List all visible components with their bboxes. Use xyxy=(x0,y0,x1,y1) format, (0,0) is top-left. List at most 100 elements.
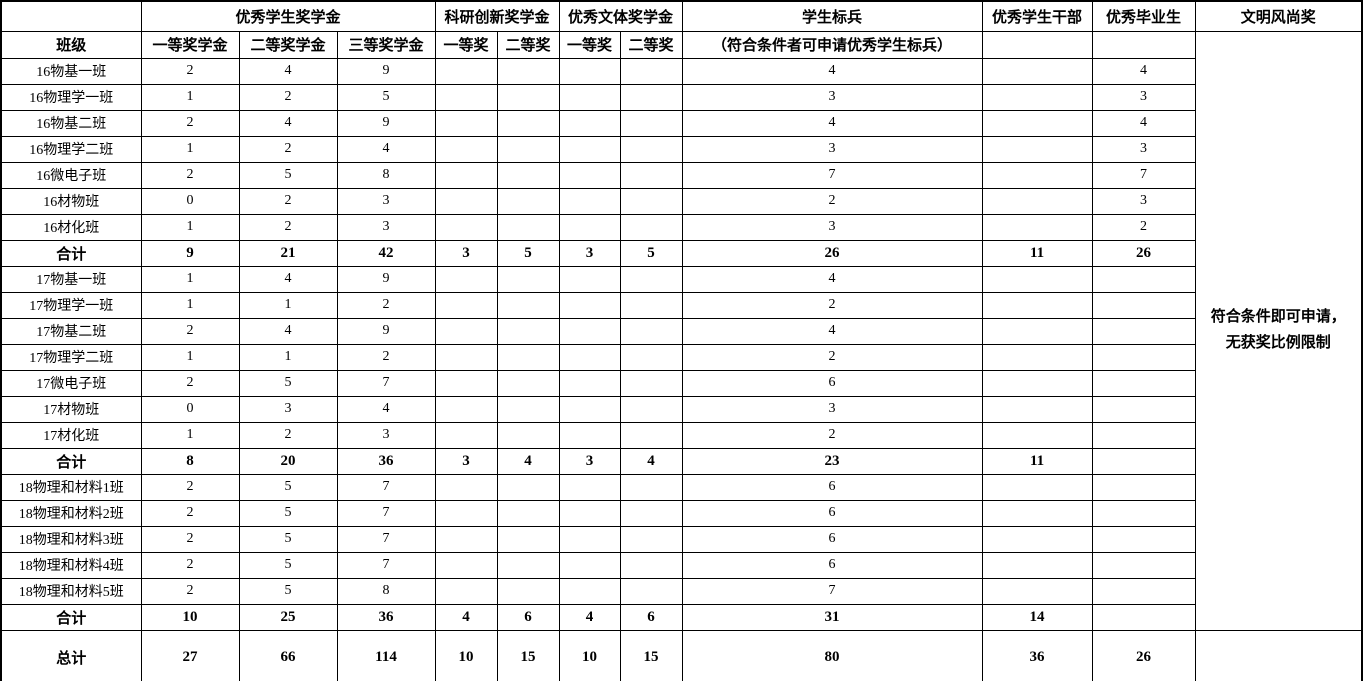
value-cell xyxy=(981,135,1093,163)
value-cell: 23 xyxy=(681,447,983,475)
value-cell: 2 xyxy=(238,135,338,163)
value-cell: 4 xyxy=(1091,109,1196,137)
value-cell xyxy=(558,135,621,163)
value-cell: 9 xyxy=(336,109,436,137)
value-cell: 2 xyxy=(238,187,338,215)
class-name-cell: 17物基一班 xyxy=(0,265,142,293)
table-row: 18物理和材料1班 2 5 7 6 xyxy=(0,473,1362,501)
value-cell xyxy=(1091,447,1196,475)
value-cell: 15 xyxy=(619,629,683,681)
value-cell xyxy=(1091,317,1196,345)
value-cell xyxy=(619,577,683,605)
value-cell xyxy=(496,473,560,501)
value-cell xyxy=(558,369,621,397)
header-class: 班级 xyxy=(0,30,142,59)
value-cell: 5 xyxy=(238,551,338,579)
value-cell xyxy=(619,135,683,163)
value-cell: 36 xyxy=(336,603,436,631)
class-name-cell: 16材化班 xyxy=(0,213,142,241)
header-model-note: （符合条件者可申请优秀学生标兵） xyxy=(681,30,983,59)
value-cell xyxy=(496,551,560,579)
class-name-cell: 合计 xyxy=(0,239,142,267)
value-cell xyxy=(981,343,1093,371)
value-cell: 7 xyxy=(336,551,436,579)
value-cell xyxy=(434,57,498,85)
value-cell: 11 xyxy=(981,239,1093,267)
value-cell: 5 xyxy=(238,473,338,501)
class-name-cell: 16物理学一班 xyxy=(0,83,142,111)
value-cell: 26 xyxy=(1091,629,1196,681)
value-cell xyxy=(619,499,683,527)
value-cell xyxy=(496,343,560,371)
value-cell: 3 xyxy=(238,395,338,423)
table-row: 16微电子班 2 5 8 7 7 xyxy=(0,161,1362,189)
value-cell xyxy=(558,187,621,215)
value-cell xyxy=(434,499,498,527)
value-cell: 5 xyxy=(238,369,338,397)
value-cell: 5 xyxy=(238,161,338,189)
value-cell: 10 xyxy=(140,603,240,631)
value-cell: 10 xyxy=(558,629,621,681)
value-cell xyxy=(558,577,621,605)
value-cell: 7 xyxy=(681,577,983,605)
table-row: 16物基一班 2 4 9 4 4 xyxy=(0,57,1362,85)
value-cell xyxy=(981,551,1093,579)
value-cell: 2 xyxy=(140,577,240,605)
value-cell xyxy=(619,213,683,241)
value-cell: 3 xyxy=(681,213,983,241)
value-cell: 3 xyxy=(681,395,983,423)
value-cell: 10 xyxy=(434,629,498,681)
value-cell xyxy=(619,161,683,189)
value-cell xyxy=(981,577,1093,605)
value-cell xyxy=(619,265,683,293)
value-cell: 2 xyxy=(1091,213,1196,241)
header-culture-sports: 优秀文体奖学金 xyxy=(558,0,683,32)
value-cell: 5 xyxy=(336,83,436,111)
value-cell: 6 xyxy=(681,499,983,527)
class-name-cell: 18物理和材料1班 xyxy=(0,473,142,501)
value-cell xyxy=(1091,421,1196,449)
class-name-cell: 17材化班 xyxy=(0,421,142,449)
value-cell: 42 xyxy=(336,239,436,267)
table-row: 18物理和材料3班 2 5 7 6 xyxy=(0,525,1362,553)
value-cell: 21 xyxy=(238,239,338,267)
value-cell xyxy=(1091,551,1196,579)
value-cell: 5 xyxy=(238,577,338,605)
value-cell xyxy=(434,265,498,293)
value-cell: 7 xyxy=(336,473,436,501)
class-name-cell: 17材物班 xyxy=(0,395,142,423)
value-cell: 9 xyxy=(140,239,240,267)
value-cell: 8 xyxy=(336,577,436,605)
value-cell: 1 xyxy=(140,213,240,241)
table-row: 18物理和材料5班 2 5 8 7 xyxy=(0,577,1362,605)
class-name-cell: 16微电子班 xyxy=(0,161,142,189)
value-cell xyxy=(434,525,498,553)
value-cell xyxy=(496,395,560,423)
value-cell xyxy=(558,421,621,449)
value-cell xyxy=(558,213,621,241)
value-cell xyxy=(1091,291,1196,319)
value-cell: 36 xyxy=(336,447,436,475)
value-cell xyxy=(558,317,621,345)
value-cell: 3 xyxy=(681,135,983,163)
value-cell: 4 xyxy=(496,447,560,475)
header-excellent-graduate: 优秀毕业生 xyxy=(1091,0,1196,32)
value-cell xyxy=(434,317,498,345)
value-cell: 1 xyxy=(238,291,338,319)
header-ri-first-prize: 一等奖 xyxy=(434,30,498,59)
value-cell: 8 xyxy=(140,447,240,475)
value-cell: 3 xyxy=(336,421,436,449)
value-cell: 26 xyxy=(681,239,983,267)
value-cell xyxy=(434,343,498,371)
table-row: 17物理学一班 1 1 2 2 xyxy=(0,291,1362,319)
class-name-cell: 合计 xyxy=(0,447,142,475)
value-cell: 3 xyxy=(1091,135,1196,163)
value-cell xyxy=(434,577,498,605)
value-cell xyxy=(434,187,498,215)
value-cell xyxy=(981,109,1093,137)
value-cell xyxy=(434,135,498,163)
value-cell: 2 xyxy=(238,421,338,449)
table-row: 18物理和材料4班 2 5 7 6 xyxy=(0,551,1362,579)
header-cs-first-prize: 一等奖 xyxy=(558,30,621,59)
